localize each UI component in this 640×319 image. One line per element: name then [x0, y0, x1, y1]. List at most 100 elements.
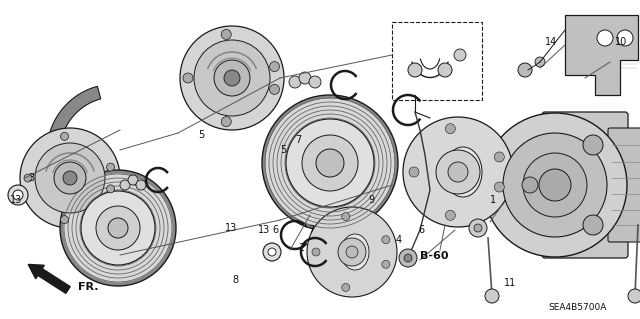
Circle shape — [136, 180, 146, 190]
Text: FR.: FR. — [78, 282, 99, 292]
FancyBboxPatch shape — [542, 112, 628, 258]
Text: 14: 14 — [545, 37, 557, 47]
Text: 13: 13 — [225, 223, 237, 233]
Circle shape — [399, 249, 417, 267]
Circle shape — [224, 70, 240, 86]
Text: 9: 9 — [368, 195, 374, 205]
Circle shape — [445, 210, 455, 220]
Circle shape — [404, 254, 412, 262]
Circle shape — [312, 248, 320, 256]
Circle shape — [307, 207, 397, 297]
Circle shape — [469, 219, 487, 237]
Bar — [392, 22, 482, 100]
Circle shape — [409, 167, 419, 177]
Circle shape — [299, 72, 311, 84]
Text: B-60: B-60 — [420, 251, 449, 261]
Circle shape — [35, 143, 105, 213]
Circle shape — [483, 113, 627, 257]
Circle shape — [81, 191, 155, 265]
Polygon shape — [565, 15, 638, 95]
Text: 6: 6 — [272, 225, 278, 235]
Circle shape — [302, 135, 358, 191]
Ellipse shape — [341, 234, 369, 270]
Circle shape — [338, 238, 366, 266]
Text: 3: 3 — [28, 173, 34, 183]
Text: 7: 7 — [308, 225, 314, 235]
Circle shape — [523, 153, 587, 217]
Circle shape — [61, 216, 68, 224]
Circle shape — [448, 162, 468, 182]
Circle shape — [269, 62, 280, 71]
Text: 11: 11 — [504, 278, 516, 288]
Circle shape — [342, 284, 349, 292]
Circle shape — [180, 26, 284, 130]
Text: 5: 5 — [198, 130, 204, 140]
Circle shape — [583, 215, 603, 235]
Circle shape — [107, 163, 115, 171]
Text: 1: 1 — [490, 195, 496, 205]
Circle shape — [408, 63, 422, 77]
Circle shape — [485, 289, 499, 303]
Circle shape — [221, 117, 231, 127]
Circle shape — [214, 60, 250, 96]
Circle shape — [20, 128, 120, 228]
Circle shape — [522, 177, 538, 193]
Circle shape — [262, 95, 398, 231]
Circle shape — [265, 98, 395, 228]
Circle shape — [96, 206, 140, 250]
Circle shape — [269, 85, 280, 94]
Circle shape — [403, 117, 513, 227]
Text: 4: 4 — [396, 235, 402, 245]
Circle shape — [289, 76, 301, 88]
Circle shape — [474, 224, 482, 232]
Circle shape — [494, 182, 504, 192]
Circle shape — [494, 152, 504, 162]
Circle shape — [183, 73, 193, 83]
Circle shape — [445, 124, 455, 134]
Polygon shape — [49, 86, 100, 138]
Circle shape — [309, 76, 321, 88]
Circle shape — [286, 119, 374, 207]
Circle shape — [108, 218, 128, 238]
Text: SEA4B5700A: SEA4B5700A — [548, 303, 606, 313]
Circle shape — [194, 40, 270, 116]
Circle shape — [60, 170, 176, 286]
Circle shape — [503, 133, 607, 237]
Text: 13: 13 — [258, 225, 270, 235]
Text: 5: 5 — [280, 145, 286, 155]
Circle shape — [382, 236, 390, 244]
Circle shape — [221, 29, 231, 39]
Text: 6: 6 — [418, 225, 424, 235]
Text: 13: 13 — [10, 195, 22, 205]
Circle shape — [342, 212, 349, 220]
Circle shape — [107, 185, 115, 193]
Circle shape — [346, 246, 358, 258]
Circle shape — [316, 149, 344, 177]
Circle shape — [263, 243, 281, 261]
Circle shape — [8, 185, 28, 205]
Circle shape — [382, 260, 390, 268]
Ellipse shape — [444, 147, 482, 197]
Text: 8: 8 — [232, 275, 238, 285]
Circle shape — [597, 30, 613, 46]
Circle shape — [583, 135, 603, 155]
Circle shape — [120, 180, 130, 190]
Circle shape — [617, 30, 633, 46]
Circle shape — [13, 190, 23, 200]
Circle shape — [539, 169, 571, 201]
Circle shape — [454, 49, 466, 61]
Circle shape — [63, 171, 77, 185]
FancyArrow shape — [28, 264, 70, 293]
Circle shape — [436, 150, 480, 194]
Circle shape — [61, 132, 68, 140]
Circle shape — [535, 57, 545, 67]
Circle shape — [54, 162, 86, 194]
Circle shape — [128, 175, 138, 185]
Circle shape — [628, 289, 640, 303]
Circle shape — [518, 63, 532, 77]
Text: 7: 7 — [295, 135, 301, 145]
Circle shape — [63, 173, 173, 283]
Circle shape — [268, 248, 276, 256]
Circle shape — [24, 174, 32, 182]
Text: 2: 2 — [298, 243, 304, 253]
